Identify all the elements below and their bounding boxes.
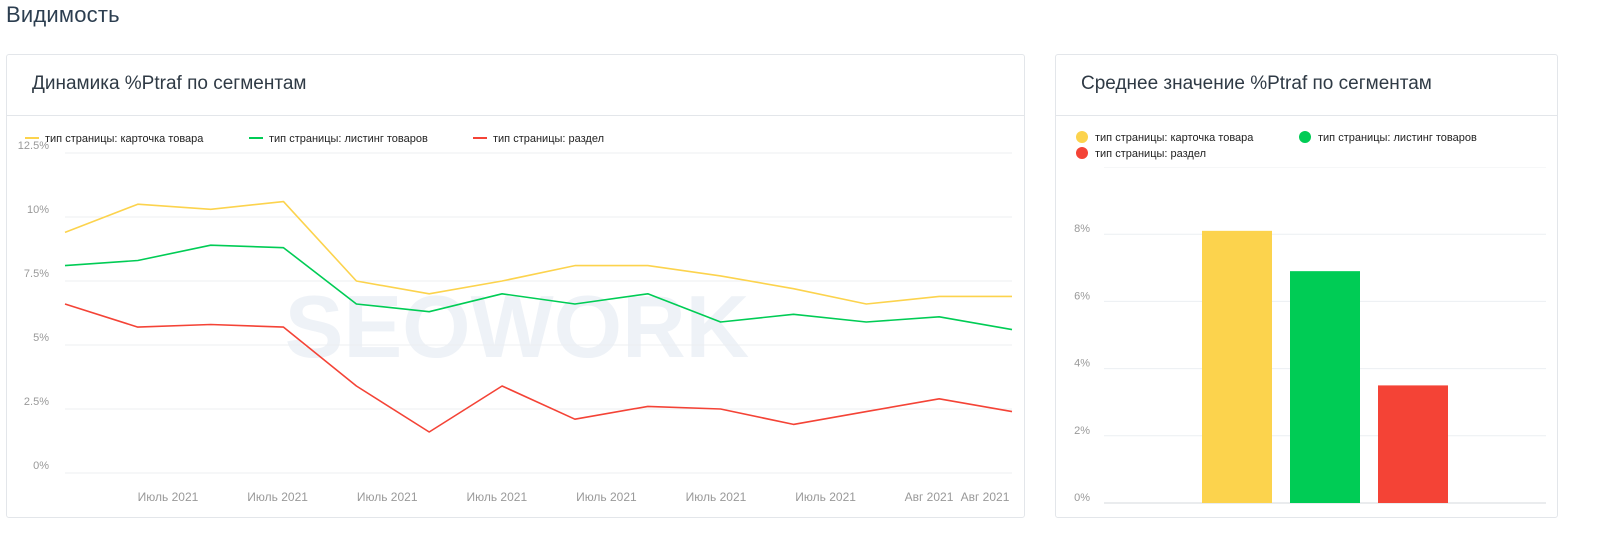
line-panel-header: Динамика %Ptraf по сегментам [7,55,1024,116]
x-tick-label: Июль 2021 [576,490,637,504]
y-tick-label: 6% [1074,290,1090,302]
x-tick-label: Июль 2021 [138,490,199,504]
legend-line-yellow-icon [25,137,39,140]
bar-chart-panel: Среднее значение %Ptraf по сегментам тип… [1055,54,1558,518]
bar-legend-label-listing: тип страницы: листинг товаров [1318,132,1477,144]
line-chart: SEOWORK 0% 2.5% 5% 7.5% 10% 12.5% Июль 2021 Июль… [18,140,1013,504]
section-title: Видимость [6,2,120,27]
legend-label-section: тип страницы: раздел [493,133,605,145]
line-panel-title: Динамика %Ptraf по сегментам [32,73,307,94]
bar-2 [1378,385,1448,503]
bar-panel-title: Среднее значение %Ptraf по сегментам [1081,73,1432,94]
legend-dot-green-icon [1299,131,1311,144]
legend-label-listing: тип страницы: листинг товаров [269,133,428,145]
series-line-2 [64,303,1013,433]
y-tick-label: 0% [1074,492,1090,504]
bar-legend-item-card[interactable]: тип страницы: карточка товара [1076,131,1254,144]
legend-dot-red-icon [1076,147,1088,160]
legend-dot-yellow-icon [1076,131,1088,144]
legend-line-red-icon [473,137,487,140]
series-line-0 [64,200,1012,305]
y-tick-label: 10% [27,204,49,216]
bar-legend-item-listing[interactable]: тип страницы: листинг товаров [1299,131,1477,144]
bar-legend-label-card: тип страницы: карточка товара [1095,132,1254,144]
legend-label-card: тип страницы: карточка товара [45,133,204,145]
bar-legend-item-section[interactable]: тип страницы: раздел [1076,147,1207,160]
x-tick-label: Июль 2021 [357,490,418,504]
y-tick-label: 4% [1074,358,1090,370]
legend-line-green-icon [249,137,263,140]
bar-panel-header: Среднее значение %Ptraf по сегментам [1056,55,1557,116]
x-tick-label: Авг 2021 [961,490,1010,504]
legend-item-section[interactable]: тип страницы: раздел [473,133,604,145]
x-tick-label: Июль 2021 [795,490,856,504]
y-tick-label: 5% [33,332,49,344]
series-line-1 [64,244,1013,331]
x-tick-label: Июль 2021 [686,490,747,504]
y-tick-label: 7.5% [24,268,49,280]
watermark-text: SEOWORK [285,277,749,376]
bar-chart: 0% 2% 4% 6% 8% [1074,167,1546,504]
y-tick-label: 12.5% [18,140,49,152]
legend-item-listing[interactable]: тип страницы: листинг товаров [249,133,428,145]
y-tick-label: 2.5% [24,396,49,408]
x-tick-label: Авг 2021 [905,490,954,504]
x-tick-label: Июль 2021 [466,490,527,504]
bar-1 [1290,271,1360,503]
bar-legend-label-section: тип страницы: раздел [1095,148,1207,160]
bar-0 [1202,230,1272,503]
legend-item-card[interactable]: тип страницы: карточка товара [25,133,203,145]
x-tick-label: Июль 2021 [247,490,308,504]
line-chart-panel: Динамика %Ptraf по сегментам тип страниц… [6,54,1025,518]
y-tick-label: 0% [33,460,49,472]
y-tick-label: 2% [1074,425,1090,437]
y-tick-label: 8% [1074,223,1090,235]
